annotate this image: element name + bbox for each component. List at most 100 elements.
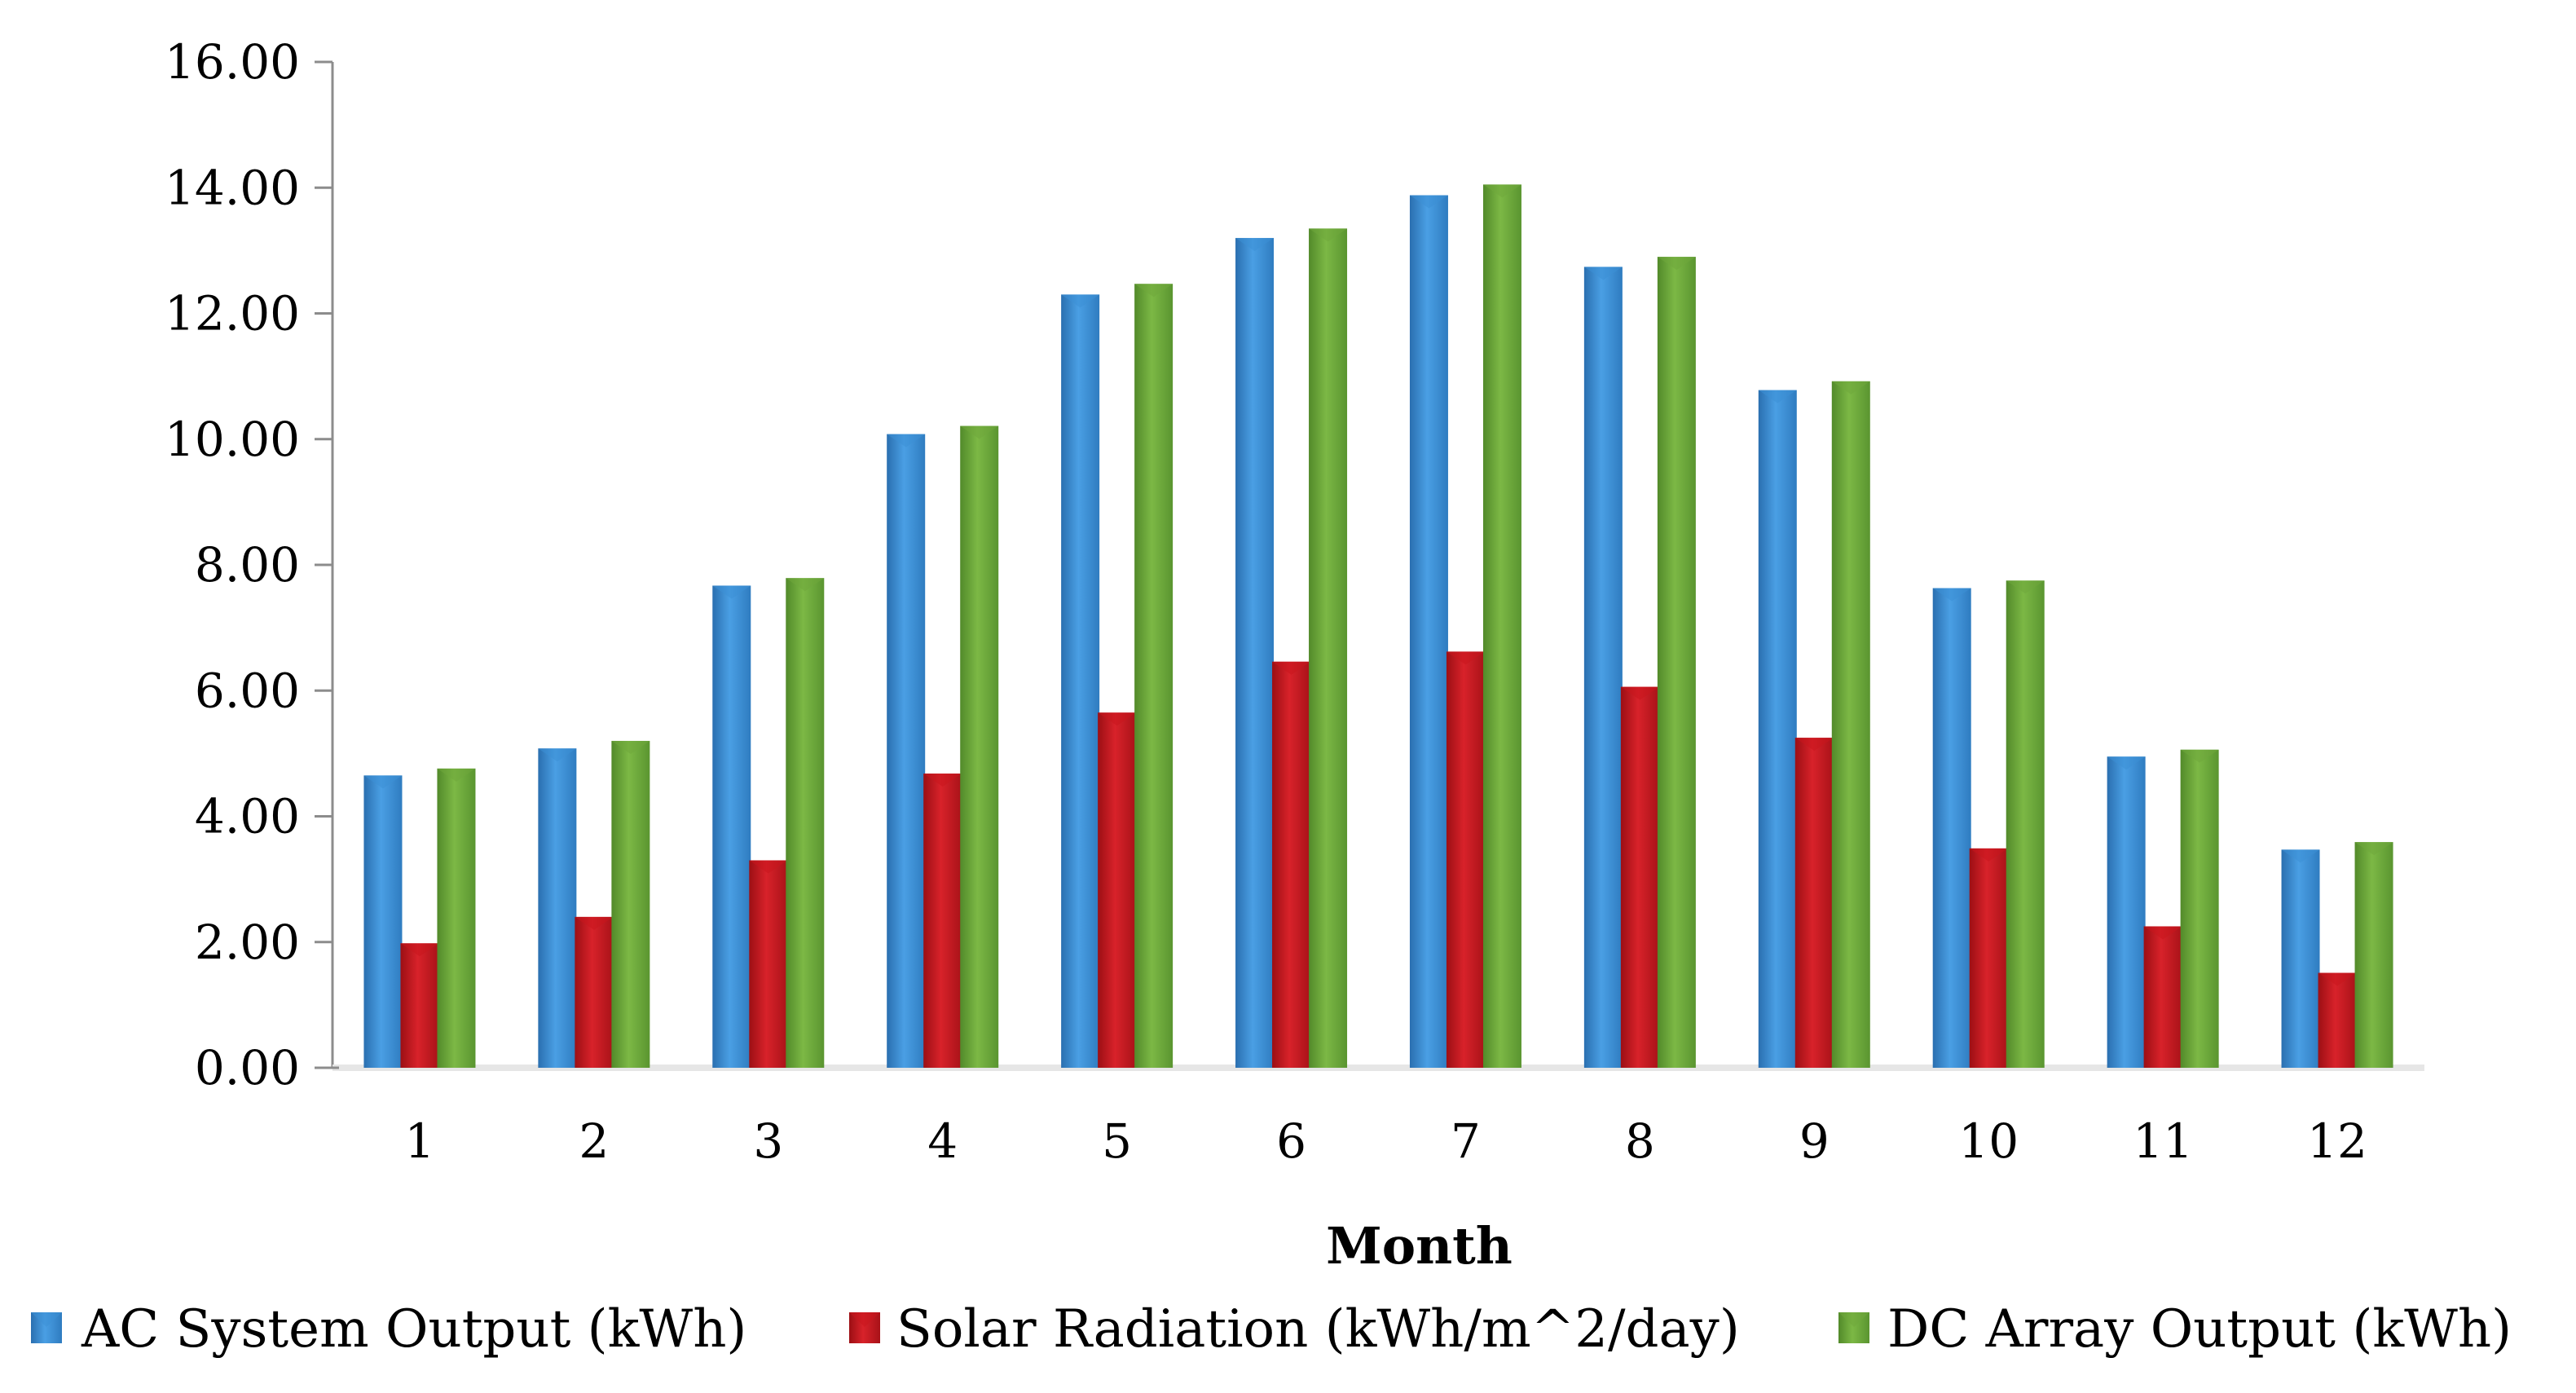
bar-cap <box>1309 228 1348 242</box>
bar-cap <box>960 425 999 439</box>
bar-cap <box>1061 294 1100 308</box>
legend-marker-cap <box>1838 1312 1869 1327</box>
bar-cap <box>363 775 403 789</box>
bar-series-3-month-3 <box>786 578 825 1068</box>
legend-label-2: Solar Radiation (kWh/m^2/day) <box>896 1299 1740 1360</box>
x-tick-label: 12 <box>2307 1113 2367 1169</box>
bar-cap <box>611 740 650 754</box>
bar-cap <box>1235 237 1275 251</box>
bar-series-1-month-6 <box>1235 237 1275 1068</box>
x-tick-label: 2 <box>579 1113 609 1169</box>
bar-cap <box>1831 381 1870 395</box>
bar-cap <box>2143 926 2182 940</box>
bar-series-2-month-3 <box>749 860 788 1068</box>
bar-series-1-month-11 <box>2107 756 2146 1068</box>
bar-series-2-month-1 <box>400 943 439 1068</box>
bar-cap <box>1758 390 1797 403</box>
bar-series-1-month-3 <box>712 585 751 1068</box>
y-tick-label: 0.00 <box>195 1040 300 1095</box>
legend: AC System Output (kWh) Solar Radiation (k… <box>31 1299 2512 1360</box>
bar-series-2-month-2 <box>575 916 614 1068</box>
bar-cap <box>887 434 926 447</box>
bar-cap <box>2107 756 2146 770</box>
bar-series-3-month-5 <box>1134 284 1174 1069</box>
bar-series-2-month-7 <box>1446 651 1485 1068</box>
legend-marker-cap <box>849 1312 880 1327</box>
bar-series-1-month-2 <box>538 748 577 1068</box>
bar-cap <box>2354 842 2393 856</box>
x-tick-label: 6 <box>1276 1113 1306 1169</box>
bar-cap <box>2006 580 2045 594</box>
bar-cap <box>749 860 788 874</box>
x-tick-label: 11 <box>2133 1113 2193 1169</box>
bar-cap <box>1657 257 1696 271</box>
y-tick-label: 12.00 <box>165 286 300 342</box>
bar-series-1-month-10 <box>1932 588 1971 1068</box>
y-tick-label: 4.00 <box>195 789 300 844</box>
bar-series-2-month-6 <box>1272 661 1311 1068</box>
bar-cap <box>2281 849 2320 863</box>
bar-cap <box>923 774 962 787</box>
bar-series-2-month-10 <box>1969 848 2008 1068</box>
bar-series-3-month-11 <box>2180 749 2219 1068</box>
bar-cap <box>575 916 614 930</box>
x-tick-label: 4 <box>927 1113 958 1169</box>
bar-cap <box>1583 267 1623 280</box>
y-tick-label: 2.00 <box>195 915 300 970</box>
x-tick-label: 8 <box>1625 1113 1655 1169</box>
bar-cap <box>1482 184 1521 198</box>
bar-cap <box>1932 588 1971 602</box>
bar-series-3-month-6 <box>1309 228 1348 1069</box>
bar-cap <box>1794 738 1834 752</box>
bar-series-2-month-12 <box>2318 972 2357 1068</box>
bar-cap <box>2180 749 2219 763</box>
bar-cap <box>1446 651 1485 665</box>
bar-series-3-month-2 <box>611 740 650 1068</box>
x-tick-label: 3 <box>753 1113 783 1169</box>
x-tick-label: 10 <box>1958 1113 2019 1169</box>
bar-cap <box>400 943 439 957</box>
bar-series-3-month-1 <box>437 768 476 1068</box>
x-axis-title: Month <box>1326 1216 1513 1276</box>
x-tick-label: 9 <box>1799 1113 1830 1169</box>
bar-cap <box>1409 195 1448 209</box>
bar-series-1-month-5 <box>1061 294 1100 1068</box>
y-tick-label: 16.00 <box>165 34 300 90</box>
legend-label-1: AC System Output (kWh) <box>81 1299 746 1360</box>
bar-series-3-month-7 <box>1482 184 1521 1068</box>
legend-marker-cap <box>31 1312 62 1327</box>
bar-series-1-month-12 <box>2281 849 2320 1068</box>
bar-series-2-month-5 <box>1098 712 1137 1068</box>
legend-label-3: DC Array Output (kWh) <box>1887 1299 2512 1360</box>
x-tick-label: 5 <box>1102 1113 1132 1169</box>
bar-cap <box>1134 284 1174 298</box>
bar-series-3-month-12 <box>2354 842 2393 1068</box>
bar-series-3-month-4 <box>960 425 999 1068</box>
y-tick-label: 8.00 <box>195 537 300 593</box>
bar-cap <box>786 578 825 592</box>
x-axis-floor <box>332 1065 2424 1071</box>
bar-series-1-month-7 <box>1409 195 1448 1068</box>
bar-cap <box>712 585 751 599</box>
bar-series-1-month-1 <box>363 775 403 1068</box>
bar-cap <box>1620 686 1659 700</box>
bar-cap <box>1098 712 1137 726</box>
bar-series-3-month-10 <box>2006 580 2045 1068</box>
bar-series-2-month-9 <box>1794 738 1834 1068</box>
y-tick-label: 14.00 <box>165 160 300 215</box>
bar-series-1-month-9 <box>1758 390 1797 1068</box>
bar-series-2-month-4 <box>923 774 962 1068</box>
bar-cap <box>538 748 577 762</box>
bar-series-3-month-9 <box>1831 381 1870 1068</box>
y-tick-label: 10.00 <box>165 412 300 467</box>
bar-cap <box>1272 661 1311 675</box>
bar-cap <box>2318 972 2357 986</box>
bar-cap <box>437 768 476 782</box>
y-tick-label: 6.00 <box>195 663 300 718</box>
x-tick-label: 7 <box>1451 1113 1481 1169</box>
bar-series-1-month-4 <box>887 434 926 1068</box>
bar-series-1-month-8 <box>1583 267 1623 1068</box>
bar-cap <box>1969 848 2008 862</box>
bar-series-2-month-8 <box>1620 686 1659 1068</box>
